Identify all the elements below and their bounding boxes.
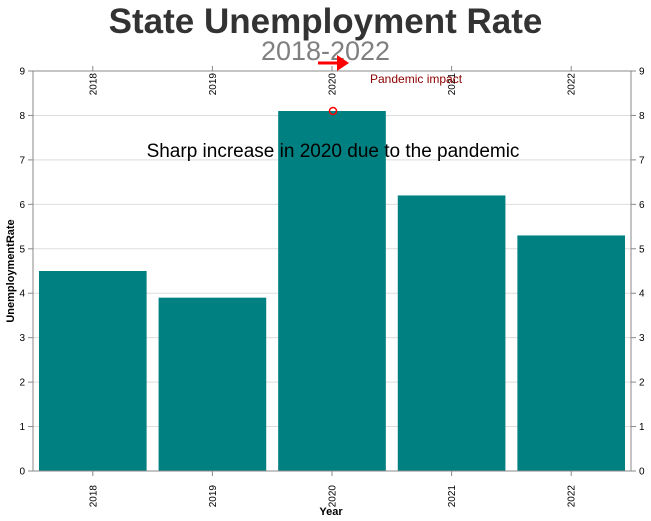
y-tick-label-right: 3	[639, 333, 645, 344]
bar-2020	[278, 111, 386, 471]
x-tick-label-bottom: 2019	[208, 485, 219, 508]
annotation-arrow-head	[337, 55, 349, 71]
y-tick-label-right: 6	[639, 200, 645, 211]
x-tick-label-bottom: 2021	[447, 485, 458, 508]
y-tick-label-left: 6	[19, 200, 25, 211]
y-tick-label-right: 9	[639, 67, 645, 78]
y-axis-title: UnemploymentRate	[5, 219, 17, 322]
bars	[38, 111, 626, 471]
y-tick-label-right: 8	[639, 111, 645, 122]
chart-title: State Unemployment Rate	[108, 2, 543, 41]
y-tick-label-right: 7	[639, 155, 645, 166]
y-tick-label-left: 2	[19, 378, 25, 389]
y-tick-label-left: 3	[19, 333, 25, 344]
bar-2022	[517, 235, 626, 471]
bar-2018	[38, 271, 147, 471]
y-tick-label-left: 7	[19, 155, 25, 166]
bar-2019	[158, 297, 267, 471]
y-tick-label-left: 0	[19, 467, 25, 478]
annotation-marker-circle	[328, 106, 338, 116]
y-tick-label-right: 0	[639, 467, 645, 478]
chart-subtitle: 2018-2022	[260, 36, 391, 66]
x-tick-label-top: 2021	[447, 73, 458, 96]
y-tick-label-right: 2	[639, 378, 645, 389]
annotation-pandemic-impact: Pandemic impact	[370, 72, 463, 86]
y-tick-label-left: 1	[19, 422, 25, 433]
y-tick-label-left: 9	[19, 67, 25, 78]
y-axis-right: 0 1 2 3 4 5 6 7 8 9	[631, 67, 645, 478]
y-axis-left: 0 1 2 3 4 5 6 7 8 9	[19, 67, 33, 478]
x-tick-label-top: 2018	[88, 73, 99, 96]
x-tick-label-bottom: 2020	[328, 485, 339, 508]
x-axis-title: Year	[319, 506, 343, 518]
annotation-sharp-increase: Sharp increase in 2020 due to the pandem…	[147, 141, 520, 162]
y-tick-label-right: 1	[639, 422, 645, 433]
y-tick-label-right: 5	[639, 244, 645, 255]
x-axis-bottom: 2018 2019 2020 2021 2022	[88, 471, 578, 508]
y-tick-label-left: 8	[19, 111, 25, 122]
y-tick-label-left: 4	[19, 289, 25, 300]
bar-2021	[397, 195, 506, 471]
x-tick-label-bottom: 2018	[88, 485, 99, 508]
x-tick-label-bottom: 2022	[567, 485, 578, 508]
y-tick-label-right: 4	[639, 289, 645, 300]
x-axis-top: 2018 2019 2020 2021 2022	[88, 66, 578, 96]
annotations: Sharp increase in 2020 due to the pandem…	[147, 55, 520, 162]
x-tick-label-top: 2020	[328, 73, 339, 96]
x-tick-label-top: 2019	[208, 73, 219, 96]
y-tick-label-left: 5	[19, 244, 25, 255]
x-tick-label-top: 2022	[567, 73, 578, 96]
